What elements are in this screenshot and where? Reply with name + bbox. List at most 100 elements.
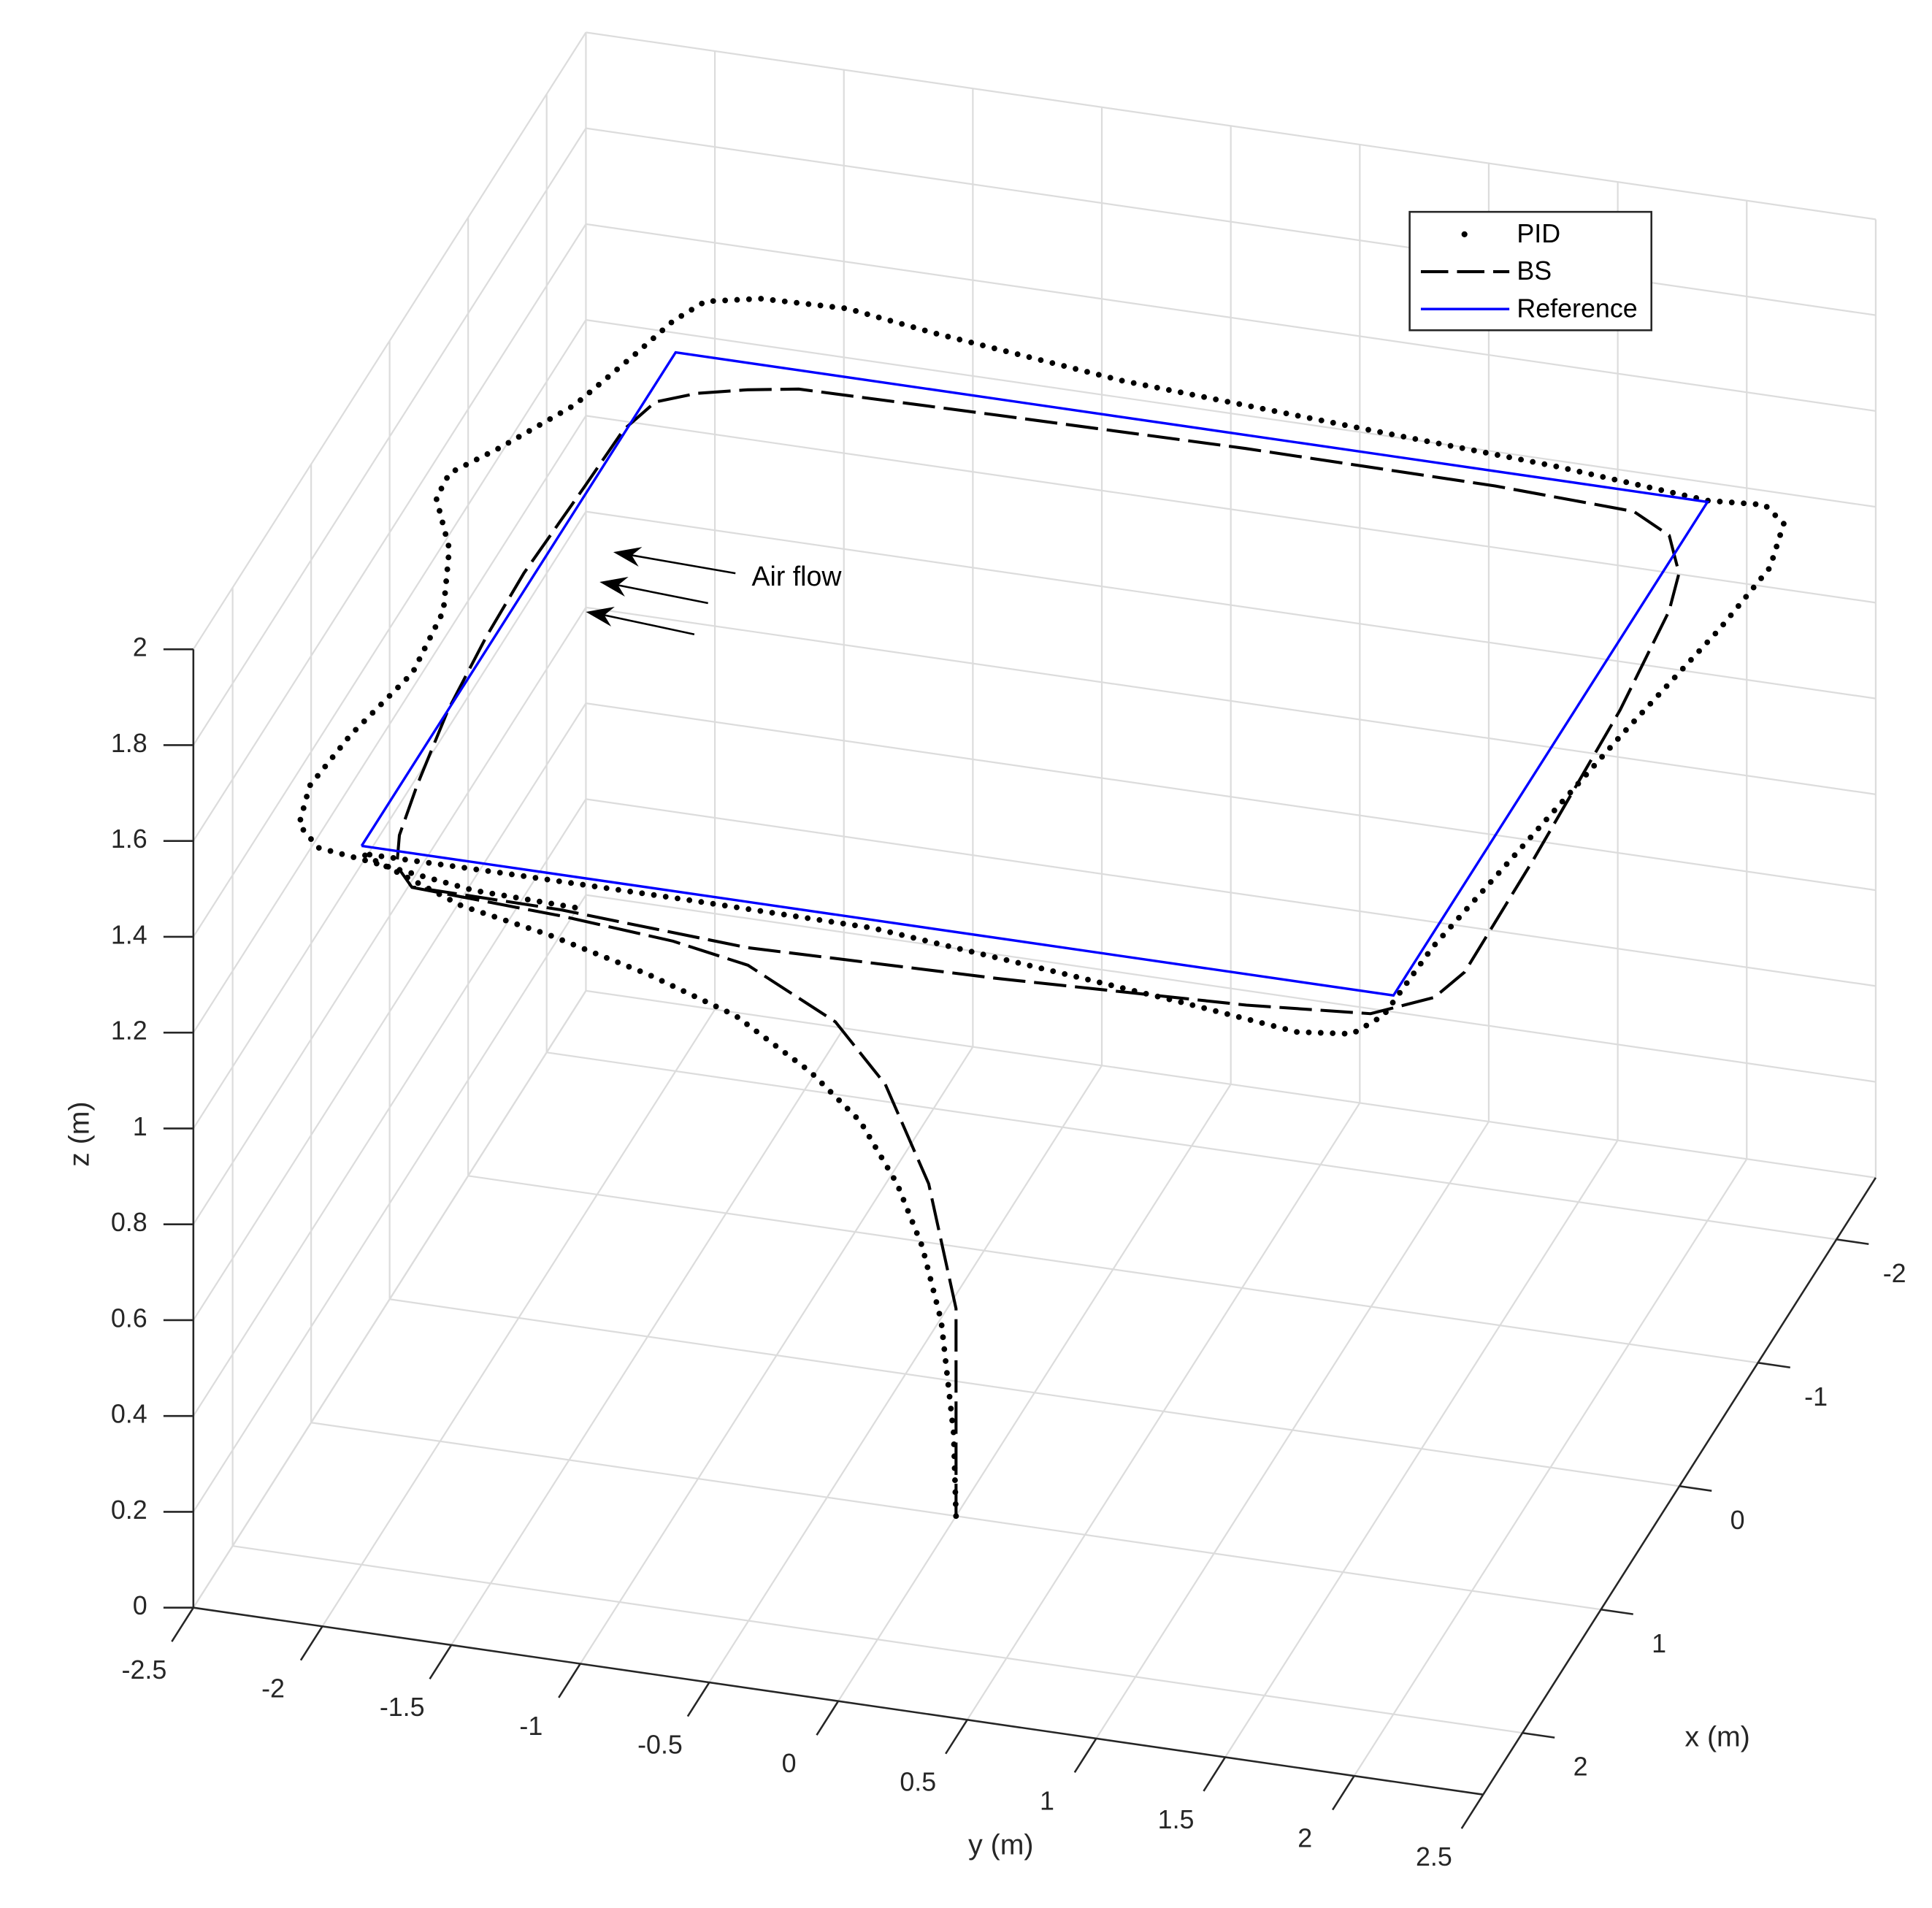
y-tick-label: -2.5: [122, 1655, 167, 1685]
y-tick-label: 1: [1040, 1786, 1054, 1815]
y-tick-label: 1.5: [1158, 1805, 1195, 1834]
x-tick: [1679, 1485, 1712, 1492]
series-line: [360, 350, 1710, 997]
grid-line: [192, 511, 587, 1130]
grid-line: [192, 607, 587, 1225]
grid-line: [192, 894, 587, 1513]
grid-line: [586, 894, 1877, 1083]
legend-label: BS: [1517, 256, 1552, 286]
grid-line: [192, 223, 587, 842]
grid-line: [1353, 1158, 1748, 1777]
z-tick-label: 0.2: [111, 1495, 147, 1525]
grid-line: [586, 702, 1877, 892]
grid-line: [192, 798, 587, 1417]
legend: PID BS Reference: [1408, 210, 1652, 332]
y-tick: [171, 1606, 194, 1642]
z-tick-label: 1.8: [111, 729, 147, 758]
grid-line: [586, 31, 1877, 221]
plot-lines: [296, 296, 1787, 1520]
y-tick-label: -2: [261, 1674, 285, 1704]
arrow-shaft: [616, 583, 708, 605]
z-tick-label: 0.8: [111, 1208, 147, 1237]
arrow-shaft: [603, 613, 695, 635]
grid-line: [579, 1046, 974, 1665]
arrow: [586, 607, 695, 635]
series-line: [296, 296, 1787, 1520]
arrow-shaft: [630, 553, 736, 575]
arrow-head: [586, 607, 615, 627]
x-axis-label: x (m): [1684, 1720, 1749, 1752]
x-tick: [1757, 1362, 1790, 1368]
y-tick: [1073, 1738, 1097, 1774]
y-tick: [429, 1644, 453, 1680]
legend-box: [1408, 210, 1652, 332]
y-tick: [1460, 1794, 1484, 1829]
grid-line: [321, 1008, 716, 1627]
y-tick: [686, 1682, 710, 1717]
x-tick-label: 0: [1730, 1506, 1745, 1535]
z-tick-label: 2: [133, 633, 147, 662]
grid-line: [192, 415, 587, 1033]
grid: [192, 31, 1877, 1796]
z-tick-label: 1.6: [111, 824, 147, 854]
grid-line: [586, 223, 1877, 412]
y-tick-label: 0: [782, 1749, 797, 1778]
y-tick-label: 2: [1297, 1823, 1312, 1853]
y-tick: [945, 1719, 968, 1755]
y-tick-label: 0.5: [900, 1768, 936, 1797]
y-tick: [299, 1625, 323, 1661]
z-tick-label: 1: [133, 1112, 147, 1141]
z-tick-label: 1.2: [111, 1016, 147, 1046]
x-tick-label: -2: [1883, 1259, 1906, 1288]
y-tick-label: -1: [519, 1712, 543, 1741]
arrow-head: [599, 577, 629, 597]
grid-line: [192, 128, 587, 746]
grid-line: [586, 510, 1877, 700]
x-tick-label: 2: [1573, 1752, 1588, 1782]
annotation: Air flow: [751, 561, 842, 591]
grid-line: [586, 989, 1877, 1179]
z-axis-label: z (m): [64, 1101, 96, 1166]
x-tick: [1836, 1238, 1869, 1246]
grid-line: [586, 606, 1877, 795]
legend-marker: [1461, 231, 1468, 237]
x-tick: [1522, 1731, 1555, 1739]
axes: 0 0.2 0.4 0.6 0.8 1 1.2 1.4 1.6 1.8 2 -2.5 -2 -1.5 -1 -…: [111, 633, 1906, 1871]
z-tick-label: 1.4: [111, 920, 147, 949]
grid-line: [586, 798, 1877, 987]
x-tick-label: 1: [1652, 1629, 1666, 1658]
y-axis-label: y (m): [968, 1829, 1033, 1861]
arrow: [599, 577, 708, 605]
legend-label: Reference: [1517, 294, 1637, 323]
legend-label: PID: [1517, 219, 1560, 248]
series-line: [395, 387, 1681, 1517]
y-tick: [816, 1700, 840, 1736]
grid-line: [586, 415, 1877, 604]
y-tick: [558, 1663, 581, 1698]
y-tick: [1203, 1756, 1227, 1792]
grid-line: [192, 31, 587, 650]
grid-line: [192, 702, 587, 1321]
grid-line: [192, 990, 587, 1609]
y-tick-label: -0.5: [637, 1730, 683, 1759]
arrow: [613, 547, 736, 575]
y-tick: [1331, 1775, 1355, 1811]
y-tick-label: 2.5: [1416, 1842, 1452, 1871]
arrow-head: [613, 547, 643, 567]
grid-line: [586, 319, 1877, 508]
grid-line: [1224, 1140, 1619, 1758]
grid-line: [837, 1084, 1232, 1702]
z-tick-label: 0.4: [111, 1400, 147, 1429]
grid-line: [708, 1065, 1103, 1683]
x-tick: [1601, 1608, 1633, 1615]
grid-line: [192, 319, 587, 938]
air-flow-arrows: [586, 547, 736, 635]
grid-line: [586, 127, 1877, 316]
y-tick-label: -1.5: [380, 1693, 425, 1722]
z-tick-label: 0: [133, 1591, 147, 1620]
grid-line: [451, 1027, 845, 1646]
grid-line: [966, 1102, 1361, 1720]
axis-line: [193, 1606, 1484, 1796]
z-tick-label: 0.6: [111, 1303, 147, 1333]
